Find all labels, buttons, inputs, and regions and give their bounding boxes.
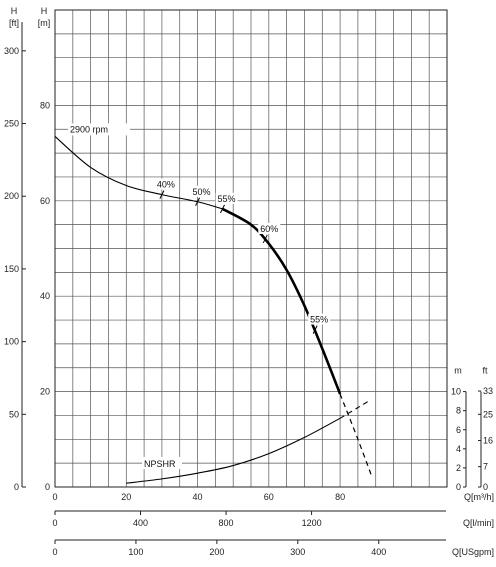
efficiency-label: 50% — [193, 187, 211, 197]
npshr-curve — [126, 417, 341, 484]
grid — [54, 9, 448, 488]
efficiency-label-bg — [190, 185, 213, 197]
y-tick-npsh-ft: 33 — [483, 386, 493, 396]
ft-axis-h: H — [11, 6, 18, 16]
x-tick-usgpm: 300 — [290, 547, 305, 557]
plot-border — [54, 9, 448, 488]
x-tick-usgpm: 400 — [371, 547, 386, 557]
x-tick-usgpm: 200 — [209, 547, 224, 557]
efficiency-label-bg — [154, 178, 177, 190]
efficiency-label: 55% — [217, 194, 235, 204]
x-tick-m3h: 80 — [335, 492, 345, 502]
y-tick-ft: 100 — [4, 337, 19, 347]
y-tick-npsh-ft: 0 — [483, 482, 488, 492]
m-axis-h: H — [41, 6, 48, 16]
x-tick-m3h: 40 — [193, 492, 203, 502]
y-tick-m: 80 — [40, 100, 50, 110]
efficiency-tick — [195, 197, 200, 206]
y-tick-ft: 300 — [4, 46, 19, 56]
y-tick-npsh-m: 10 — [451, 387, 461, 397]
efficiency-label: 40% — [157, 180, 175, 190]
series-label-npshr: NPSHR — [144, 459, 176, 469]
head-curve-thick — [221, 207, 342, 395]
efficiency-label: 55% — [310, 315, 328, 325]
efficiency-tick — [262, 234, 268, 244]
x-tick-lmin: 1200 — [302, 518, 322, 528]
head-label-bg — [68, 123, 130, 136]
x-axis-label-lmin: Q[l/min] — [463, 518, 494, 528]
x-tick-m3h: 60 — [264, 492, 274, 502]
efficiency-tick — [220, 204, 225, 214]
y-tick-npsh-m: 4 — [456, 444, 461, 454]
y-tick-npsh-m: 2 — [456, 463, 461, 473]
plot-frame — [21, 9, 482, 544]
y-tick-ft: 150 — [4, 264, 19, 274]
y-tick-npsh-ft: 16 — [483, 435, 493, 445]
x-tick-usgpm: 0 — [52, 547, 57, 557]
x-axis-label-usgpm: Q[USgpm] — [452, 547, 494, 557]
y-tick-ft: 0 — [14, 482, 19, 492]
x-axis-label-m3h: Q[m³/h] — [464, 492, 494, 502]
m-axis-unit: [m] — [38, 18, 51, 28]
npsh-ft-unit: ft — [482, 366, 488, 376]
series-label-2900rpm: 2900 rpm — [70, 124, 108, 134]
npshr-curve-dashed — [339, 400, 369, 419]
y-tick-npsh-m: 0 — [456, 482, 461, 492]
x-tick-usgpm: 100 — [128, 547, 143, 557]
y-tick-ft: 200 — [4, 191, 19, 201]
efficiency-label-bg — [215, 192, 238, 204]
efficiency-tick — [159, 190, 165, 199]
y-tick-m: 20 — [40, 387, 50, 397]
efficiency-label-bg — [258, 222, 281, 234]
y-tick-npsh-m: 8 — [456, 406, 461, 416]
x-tick-m3h: 0 — [52, 492, 57, 502]
x-tick-lmin: 400 — [133, 518, 148, 528]
efficiency-tick — [312, 325, 318, 334]
y-tick-npsh-ft: 7 — [483, 462, 488, 472]
y-tick-m: 60 — [40, 196, 50, 206]
y-tick-npsh-ft: 25 — [483, 409, 493, 419]
y-tick-ft: 50 — [9, 409, 19, 419]
efficiency-label: 60% — [260, 224, 278, 234]
y-tick-npsh-m: 6 — [456, 425, 461, 435]
x-tick-lmin: 800 — [219, 518, 234, 528]
npshr-label-bg — [142, 456, 182, 469]
ft-axis-unit: [ft] — [9, 18, 19, 28]
x-tick-lmin: 0 — [52, 518, 57, 528]
npsh-m-unit: m — [454, 366, 462, 376]
efficiency-label-bg — [308, 313, 331, 325]
labels: 020406080050100150200250300H[ft]H[m]0246… — [4, 6, 494, 557]
x-tick-m3h: 20 — [121, 492, 131, 502]
head-curve-thin — [54, 135, 223, 210]
head-curve-dashed — [339, 393, 373, 478]
y-tick-m: 40 — [40, 291, 50, 301]
y-tick-ft: 250 — [4, 119, 19, 129]
curves — [54, 135, 373, 484]
y-tick-m: 0 — [45, 482, 50, 492]
